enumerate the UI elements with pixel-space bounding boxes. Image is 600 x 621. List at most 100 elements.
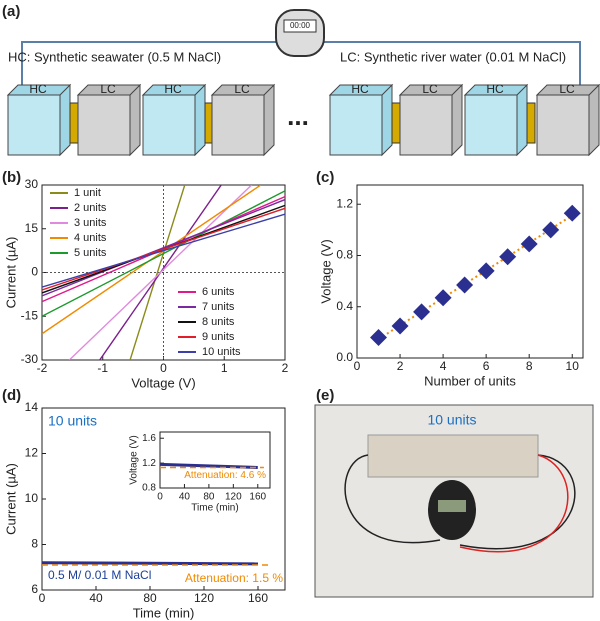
panel-label: (c) [316,169,334,186]
panel-label: (a) [2,3,20,20]
x-tick-label: 80 [143,591,157,605]
x-axis-label: Time (min) [133,605,195,620]
y-tick-label: -30 [21,352,39,366]
x-tick-label: 2 [397,359,404,373]
y-tick-label: 1.2 [142,458,156,469]
y-tick-label: 0.0 [336,350,353,364]
annotation: 0.5 M/ 0.01 M NaCl [48,568,151,582]
cell-box [464,94,518,156]
x-axis-label: Number of units [424,373,516,388]
series-line [42,190,285,317]
lc-text: LC: Synthetic river water (0.01 M NaCl) [340,49,566,64]
legend-label: 4 units [74,232,107,244]
y-tick-label: 12 [25,446,39,460]
cable [459,454,569,553]
point [477,262,495,280]
cell-top [210,83,276,157]
x-tick-label: 120 [225,492,242,503]
cell-top [76,83,142,157]
series-line [129,185,186,360]
legend-label: 2 units [74,202,107,214]
hc-text: HC: Synthetic seawater (0.5 M NaCl) [8,49,221,64]
y-axis-label: Current (µA) [3,463,18,535]
photo-label: 10 units [427,412,476,428]
cell-box [399,94,453,156]
point [413,303,431,321]
legend-label: 5 units [74,247,107,259]
y-tick-label: 1.2 [336,196,353,210]
x-tick-label: 80 [203,492,215,503]
point [434,289,452,307]
x-tick-label: 120 [194,591,214,605]
y-tick-label: 30 [25,177,39,191]
y-tick-label: 0.4 [336,299,353,313]
x-tick-label: 1 [221,361,228,375]
legend-label: 3 units [74,217,107,229]
panel-label: (e) [316,387,334,404]
y-tick-label: 0.8 [336,248,353,262]
point [391,317,409,335]
panel-label: (b) [2,169,21,186]
wire [21,41,581,95]
cell-top [398,83,464,157]
x-tick-label: 40 [89,591,103,605]
point [456,276,474,294]
cell-label: LC [234,82,250,96]
membrane [526,102,536,144]
device [367,434,539,478]
membrane [69,102,79,144]
cell-top [463,83,529,157]
annotation: Attenuation: 4.6 % [184,470,266,481]
cell-label: LC [559,82,575,96]
stopwatch [275,9,325,57]
x-tick-label: 6 [483,359,490,373]
series-line [42,207,285,291]
cell-box [211,94,265,156]
x-tick-label: 8 [526,359,533,373]
x-tick-label: 160 [248,591,268,605]
stopwatch-screen [438,500,466,512]
legend-label: 9 units [202,331,235,343]
y-tick-label: 15 [25,221,39,235]
cell-label: LC [422,82,438,96]
x-tick-label: -2 [37,361,48,375]
series-line [42,213,285,288]
x-tick-label: 0 [157,492,163,503]
cell-box [536,94,590,156]
fit-line [377,214,573,340]
x-axis-label: Voltage (V) [131,375,195,390]
x-tick-label: 10 [566,359,580,373]
cell-box [329,94,383,156]
legend-label: 6 units [202,286,235,298]
membrane [391,102,401,144]
point [542,221,560,239]
x-tick-label: 0 [354,359,361,373]
cell-top [535,83,600,157]
stopwatch-screen [283,19,317,33]
point [499,248,517,266]
y-axis-label: Current (µA) [3,237,18,309]
point [520,235,538,253]
point [370,329,388,346]
cell-top [141,83,207,157]
ellipsis: ... [287,101,309,131]
x-axis-label: Time (min) [191,503,238,514]
cell-box [142,94,196,156]
y-axis-label: Voltage (V) [318,239,333,303]
x-tick-label: 0 [39,591,46,605]
y-tick-label: -15 [21,308,39,322]
legend-label: 1 unit [74,187,101,199]
cell-box [7,94,61,156]
x-tick-label: 2 [282,361,289,375]
cell-label: HC [486,82,504,96]
legend-label: 7 units [202,301,235,313]
y-tick-label: 0 [31,265,38,279]
y-tick-label: 14 [25,400,39,414]
y-tick-label: 0.8 [142,483,156,494]
cell-top [328,83,394,157]
legend-label: 8 units [202,316,235,328]
legend-label: 10 units [202,346,241,358]
x-tick-label: -1 [97,361,108,375]
